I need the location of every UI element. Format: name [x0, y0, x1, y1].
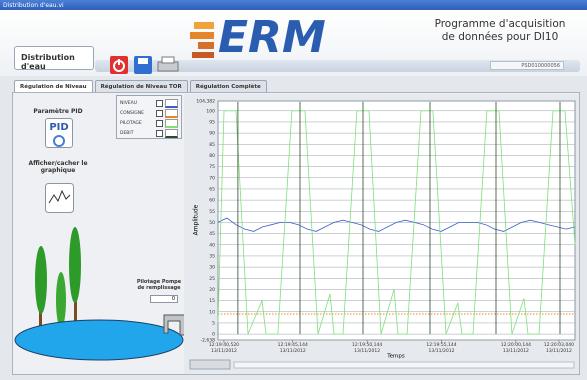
y-tick-label: 25: [209, 276, 215, 282]
logo: ERM: [190, 12, 340, 60]
pid-label: Paramètre PID: [20, 108, 96, 115]
x-tick-label: 12:20:03,040 13/11/2012: [534, 343, 584, 354]
y-tick-label: 75: [209, 164, 215, 170]
y-tick-label: 45: [209, 231, 215, 237]
pump-value[interactable]: 0: [150, 295, 178, 303]
x-tick-label: 12:19:45,144 13/11/2012: [268, 343, 318, 354]
title-bar: Distribution d'eau.vi: [0, 0, 587, 10]
toggle-label: Afficher/cacher le graphique: [20, 160, 96, 174]
legend-checkbox[interactable]: [156, 130, 163, 137]
y-tick-label: 70: [209, 175, 215, 181]
legend-entry: DEBIT: [120, 128, 178, 138]
legend-checkbox[interactable]: [156, 120, 163, 127]
graph-tools[interactable]: [190, 360, 230, 369]
graph-toggle-button[interactable]: [45, 183, 74, 213]
legend-label: CONSIGNE: [120, 111, 156, 116]
toolbar-icons: [108, 54, 183, 76]
serial-text: PSD010000056: [521, 63, 560, 69]
legend-entry: NIVEAU: [120, 98, 178, 108]
logo-text: ERM: [218, 12, 326, 60]
y-tick-label: 104,382: [196, 99, 215, 105]
x-tick-label: 12:19:55,144 13/11/2012: [416, 343, 466, 354]
y-tick-label: 85: [209, 142, 215, 148]
y-tick-label: 15: [209, 298, 215, 304]
y-tick-label: 95: [209, 119, 215, 125]
legend-entry: PILOTAGE: [120, 118, 178, 128]
y-tick-label: 80: [209, 153, 215, 159]
y-tick-label: 20: [209, 287, 215, 293]
legend-swatch: [165, 119, 178, 128]
legend-label: DEBIT: [120, 131, 156, 136]
legend-label: NIVEAU: [120, 101, 156, 106]
y-tick-label: 60: [209, 198, 215, 204]
scrollbar[interactable]: [234, 362, 574, 368]
y-tick-label: 65: [209, 186, 215, 192]
legend-checkbox[interactable]: [156, 110, 163, 117]
y-tick-label: 90: [209, 131, 215, 137]
pump-label: Pilotage Pompe de remplissage: [136, 279, 182, 291]
x-tick-label: 12:19:40,520 13/11/2012: [199, 343, 249, 354]
y-tick-label: 55: [209, 209, 215, 215]
legend-swatch: [165, 129, 178, 138]
pid-label-text: Paramètre PID: [33, 108, 82, 115]
toggle-label-text: Afficher/cacher le graphique: [28, 160, 87, 174]
serial-field: PSD010000056: [490, 61, 564, 70]
app-title: Programme d'acquisition de données pour …: [430, 18, 570, 44]
page: Distribution d'eau.vi Distribution d'eau…: [0, 0, 587, 380]
y-tick-label: 5: [212, 320, 215, 326]
header-tab[interactable]: Distribution d'eau: [14, 46, 94, 70]
window-title: Distribution d'eau.vi: [3, 2, 64, 9]
header-tab-text: Distribution d'eau: [21, 53, 75, 71]
plot-area: [218, 101, 575, 340]
app-title-text: Programme d'acquisition de données pour …: [435, 18, 566, 43]
legend-swatch: [165, 109, 178, 118]
x-tick-label: 12:19:50,144 13/11/2012: [342, 343, 392, 354]
legend-checkbox[interactable]: [156, 100, 163, 107]
chart: Amplitude Temps 104,38210095908580757065…: [184, 94, 579, 374]
y-tick-label: 50: [209, 220, 215, 226]
legend-swatch: [165, 99, 178, 108]
y-tick-label: 100: [206, 108, 215, 114]
x-axis-label: Temps: [386, 354, 405, 360]
pump-label-text: Pilotage Pompe de remplissage: [137, 279, 181, 291]
y-tick-label: 30: [209, 265, 215, 271]
y-tick-label: 10: [209, 309, 215, 315]
y-tick-label: 0: [212, 332, 215, 338]
pump-value-text: 0: [172, 296, 175, 302]
legend-entry: CONSIGNE: [120, 108, 178, 118]
legend-label: PILOTAGE: [120, 121, 156, 126]
legend: NIVEAU CONSIGNE PILOTAGE DEBIT: [116, 95, 182, 139]
y-axis-label: Amplitude: [193, 204, 200, 235]
y-tick-label: 35: [209, 253, 215, 259]
pid-button[interactable]: PID: [45, 118, 73, 148]
pid-button-text: PID: [49, 122, 68, 133]
y-tick-label: 40: [209, 242, 215, 248]
